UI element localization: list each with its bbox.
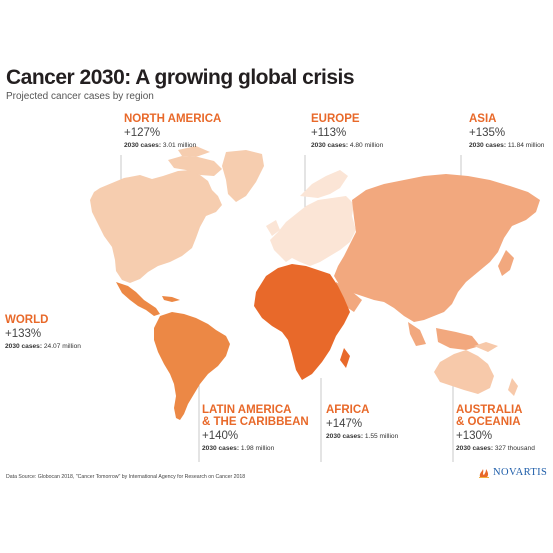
region-change: +130% — [456, 430, 493, 442]
region-name-line1: LATIN AMERICA — [202, 404, 292, 416]
region-change: +113% — [311, 127, 347, 139]
asia-shape — [334, 174, 540, 350]
region-change: +133% — [5, 328, 42, 340]
region-cases: 2030 cases: 3.01 million — [124, 141, 197, 149]
region-africa: AFRICA +147% 2030 cases: 1.55 million — [326, 404, 398, 440]
region-north-america: NORTH AMERICA +127% 2030 cases: 3.01 mil… — [124, 113, 221, 149]
region-asia: ASIA +135% 2030 cases: 11.84 million — [469, 113, 544, 149]
region-cases: 2030 cases: 4.80 million — [311, 141, 384, 149]
region-cases: 2030 cases: 1.98 million — [202, 444, 275, 452]
novartis-flame-icon — [479, 469, 489, 478]
latin-america-shape — [116, 282, 230, 420]
page-subtitle: Projected cancer cases by region — [6, 91, 154, 102]
region-change: +147% — [326, 418, 363, 430]
region-latin-america: LATIN AMERICA & THE CARIBBEAN +140% 2030… — [202, 404, 309, 452]
region-name-line1: AUSTRALIA — [456, 404, 523, 416]
logo-text: NOVARTIS — [493, 466, 548, 478]
region-name: NORTH AMERICA — [124, 113, 222, 125]
region-name: EUROPE — [311, 113, 360, 125]
data-source-note: Data Source: Globocan 2018, "Cancer Tomo… — [6, 474, 246, 480]
region-change: +127% — [124, 127, 161, 139]
region-name: WORLD — [5, 314, 49, 326]
north-america-shape — [90, 146, 264, 283]
region-cases: 2030 cases: 11.84 million — [469, 141, 545, 149]
region-name: ASIA — [469, 113, 497, 125]
region-name-line2: & OCEANIA — [456, 416, 521, 428]
region-cases: 2030 cases: 1.55 million — [326, 432, 399, 440]
region-change: +135% — [469, 127, 506, 139]
region-cases: 2030 cases: 327 thousand — [456, 444, 535, 452]
africa-shape — [254, 264, 350, 380]
region-change: +140% — [202, 430, 239, 442]
region-cases: 2030 cases: 24.07 million — [5, 342, 81, 350]
region-name: AFRICA — [326, 404, 370, 416]
region-europe: EUROPE +113% 2030 cases: 4.80 million — [311, 113, 383, 149]
region-world: WORLD +133% 2030 cases: 24.07 million — [5, 314, 81, 350]
novartis-logo: NOVARTIS — [478, 466, 547, 478]
region-name-line2: & THE CARIBBEAN — [202, 416, 309, 428]
europe-shape — [266, 170, 356, 266]
page-title: Cancer 2030: A growing global crisis — [6, 66, 355, 89]
oceania-shape — [434, 342, 518, 396]
region-oceania: AUSTRALIA & OCEANIA +130% 2030 cases: 32… — [456, 404, 535, 452]
